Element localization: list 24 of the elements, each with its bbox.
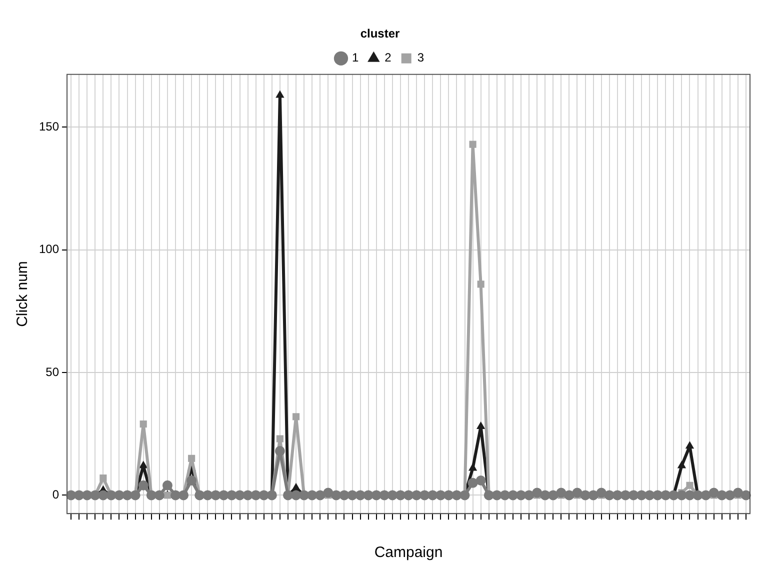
x-axis-title: Campaign: [374, 544, 443, 562]
point: [139, 460, 148, 468]
point: [276, 90, 284, 98]
legend-label: 3: [417, 50, 424, 65]
point: [677, 460, 686, 468]
point: [476, 421, 486, 429]
point: [686, 482, 694, 489]
point: [685, 441, 694, 449]
y-tick-label: 150: [38, 119, 60, 134]
y-tick-label: 50: [46, 364, 60, 379]
point: [276, 435, 284, 442]
point: [477, 280, 484, 288]
point: [292, 413, 300, 420]
point: [140, 420, 147, 428]
legend-label: 2: [384, 50, 392, 65]
y-tick-label: 0: [52, 488, 60, 502]
point: [469, 140, 476, 148]
y-tick-label: 100: [38, 242, 60, 256]
point: [100, 474, 107, 482]
point: [188, 454, 196, 462]
legend-label: 1: [352, 50, 359, 65]
legend-title: cluster: [360, 26, 400, 40]
y-axis-title: Click num: [14, 261, 32, 327]
point: [292, 482, 300, 490]
